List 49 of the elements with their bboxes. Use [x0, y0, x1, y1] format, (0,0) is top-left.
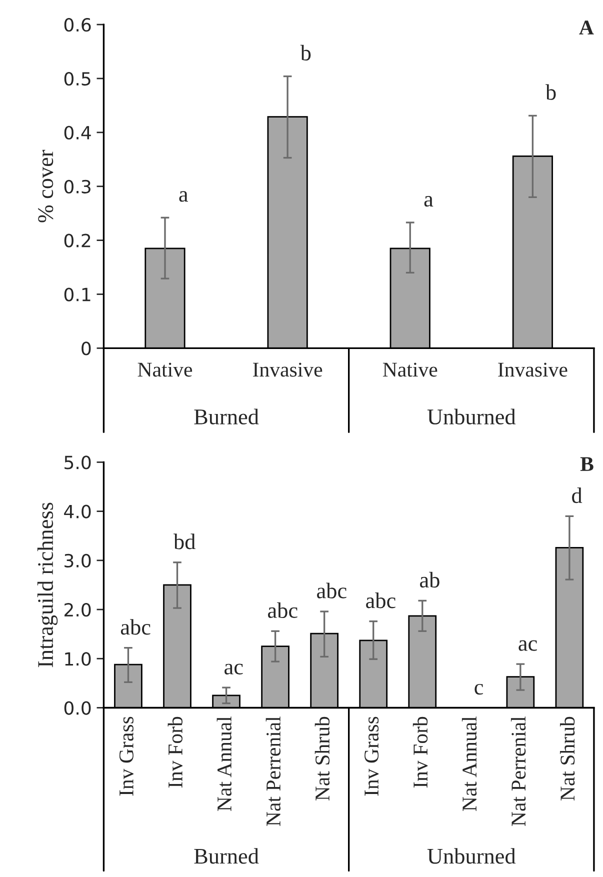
data-label: a [179, 191, 188, 202]
y-tick-label: 1.0 [65, 652, 91, 666]
y-tick-label: 5.0 [64, 456, 91, 470]
x-tick-label: Native [382, 362, 438, 377]
data-label: abc [268, 602, 298, 618]
y-tick-label: 0.4 [64, 126, 91, 140]
x-tick-label: Inv Grass [119, 716, 134, 796]
data-label: b [546, 84, 556, 100]
text: Burned [194, 408, 259, 424]
y-tick-label: 0 [82, 342, 91, 356]
x-tick-label: Inv Forb [412, 716, 428, 788]
y-tick-label: 0.6 [64, 18, 91, 32]
x-tick-label: Invasive [498, 362, 568, 377]
text: Unburned [427, 848, 516, 864]
text: Unburned [427, 408, 516, 424]
y-axis-title: % cover [38, 150, 54, 222]
data-label: abc [317, 582, 346, 598]
data-label: d [572, 487, 582, 504]
y-tick-label: 0.2 [64, 234, 90, 248]
x-tick-label: Nat Perrenial [510, 716, 526, 826]
data-label: a [424, 196, 434, 207]
x-tick-label: Nat Perrenial [266, 716, 281, 826]
y-tick-label: 0.3 [64, 180, 90, 194]
chart-title: B [580, 457, 594, 471]
data-label: ab [420, 572, 440, 588]
text: Burned [194, 848, 259, 864]
data-label: abc [120, 619, 150, 635]
data-label: ac [518, 640, 537, 651]
data-label: bd [173, 534, 196, 550]
data-label: abc [366, 592, 396, 608]
data-label: ac [224, 664, 243, 674]
x-tick-label: Inv Grass [364, 716, 379, 796]
x-tick-label: Nat Annual [216, 716, 232, 811]
y-tick-label: 2.0 [64, 602, 91, 617]
x-tick-label: Nat Shrub [560, 716, 575, 801]
y-axis-title: Intraguild richness [37, 502, 58, 668]
y-tick-label: 0.1 [64, 288, 90, 302]
x-tick-label: Inv Forb [168, 716, 182, 788]
y-tick-label: 3.0 [64, 554, 91, 568]
x-tick-label: Invasive [253, 362, 322, 377]
x-tick-label: Nat Annual [462, 716, 477, 811]
y-tick-label: 0.0 [64, 701, 91, 715]
text: c [474, 684, 483, 695]
data-label: b [300, 44, 311, 60]
y-tick-label: 0.5 [64, 72, 90, 86]
x-tick-label: Nat Shrub [314, 716, 330, 801]
x-tick-label: Native [138, 362, 192, 377]
y-tick-label: 4.0 [64, 504, 91, 518]
chart-title: A [579, 20, 594, 34]
